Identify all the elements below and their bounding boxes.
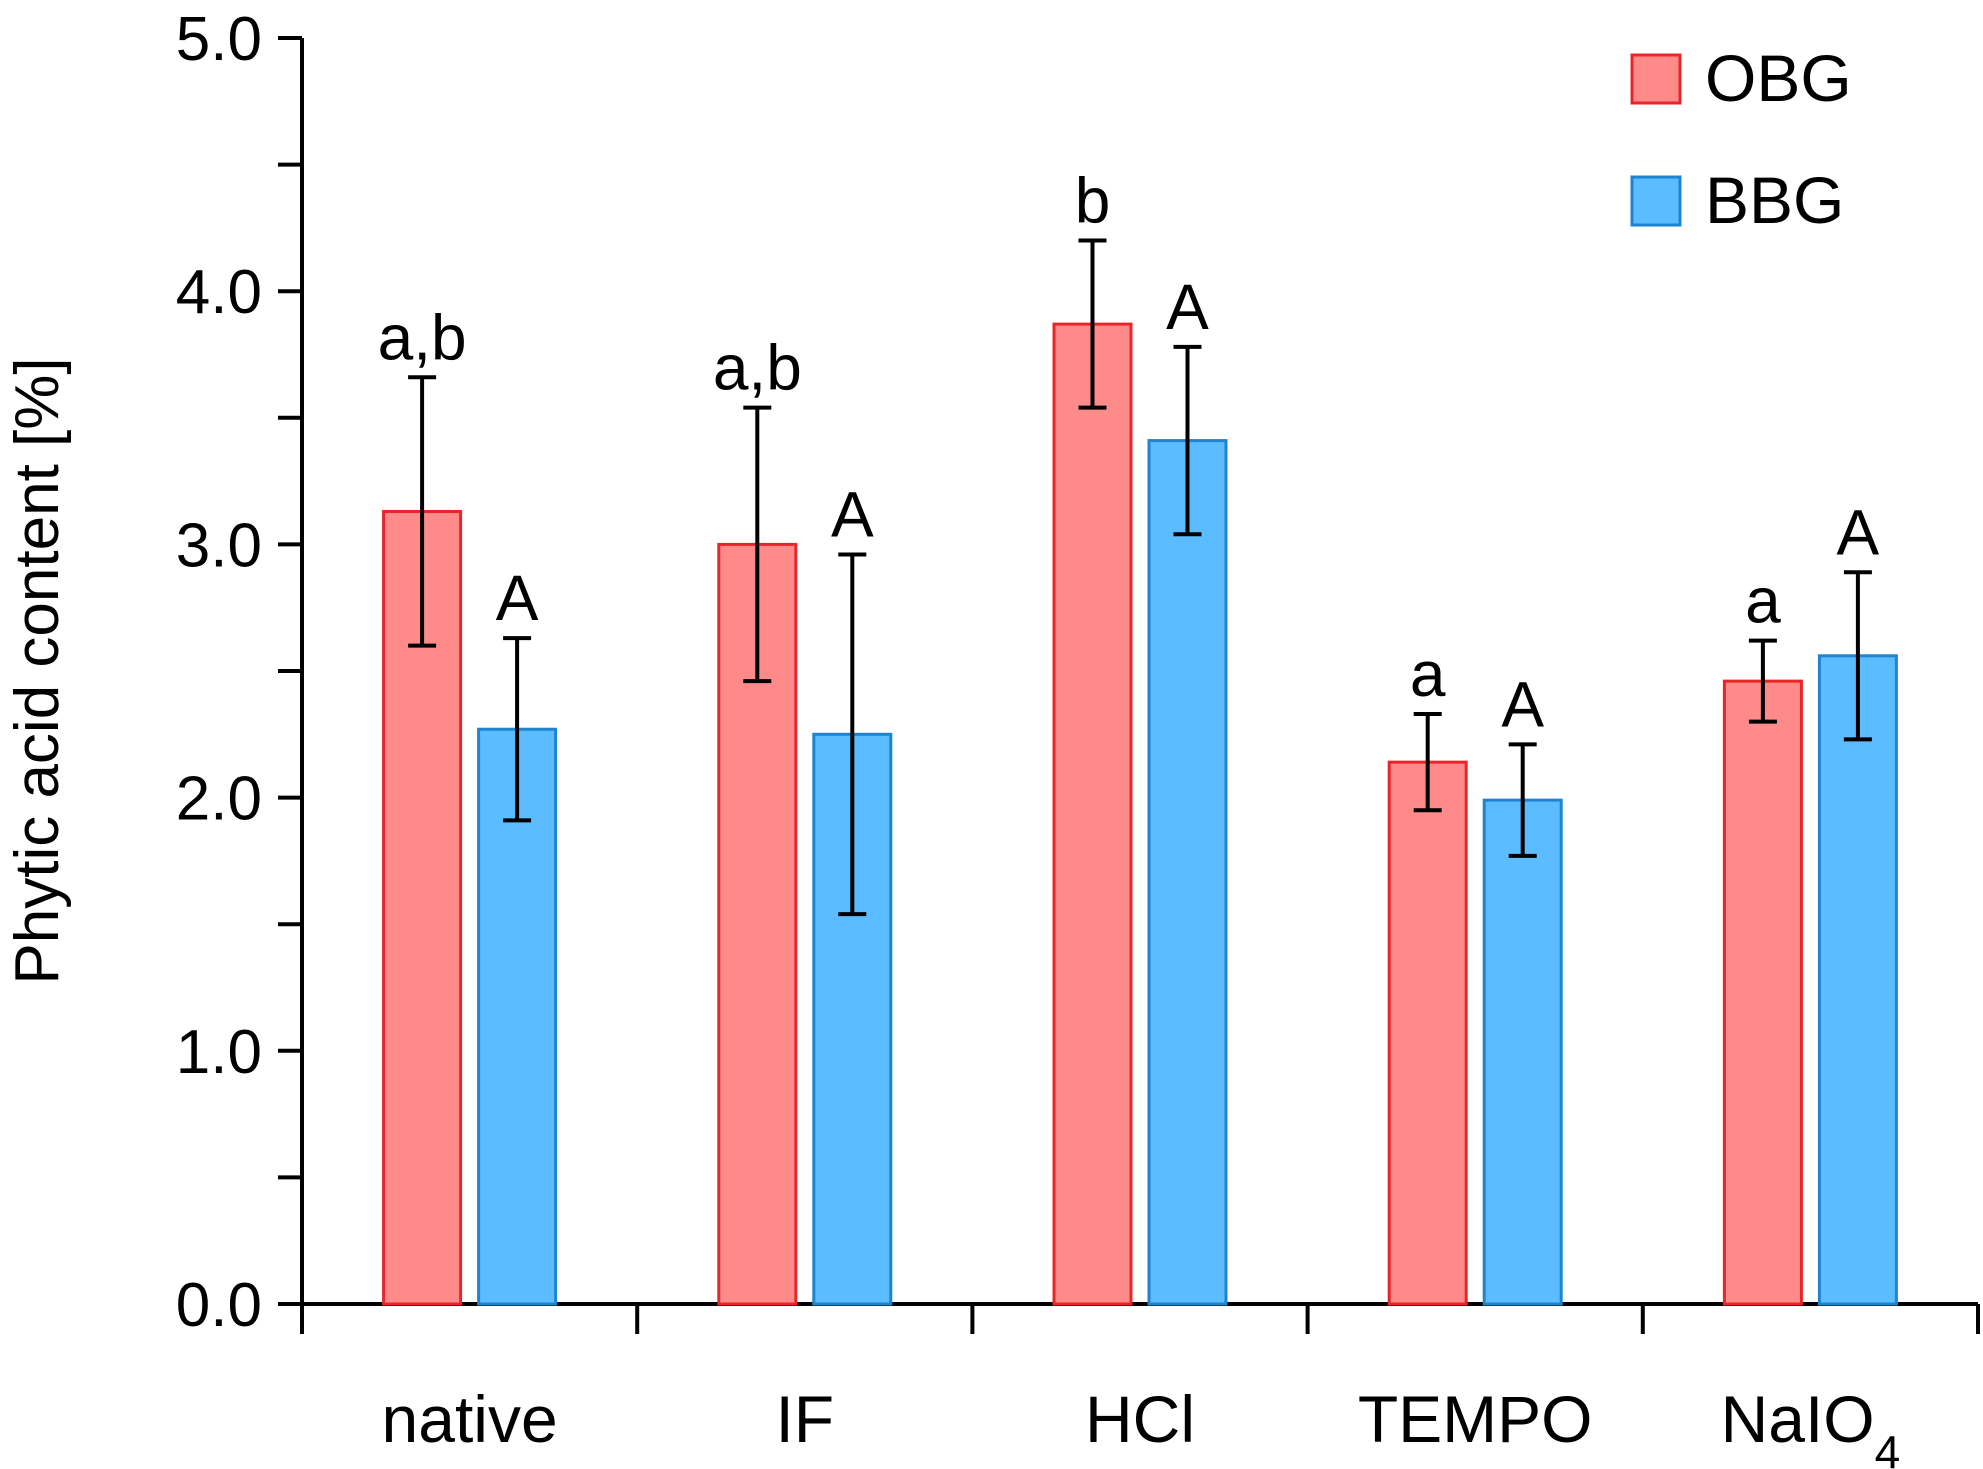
significance-letter: A: [1501, 668, 1544, 740]
legend: OBG BBG: [1630, 41, 1852, 237]
significance-letter: A: [1166, 271, 1209, 343]
y-tick-label: 1.0: [176, 1018, 262, 1087]
bar-bbg: [1817, 654, 1898, 1306]
bar-obg: [1722, 679, 1803, 1306]
x-category-label: native: [382, 1382, 558, 1456]
x-category-label: IF: [775, 1382, 834, 1456]
significance-letter: a,b: [713, 332, 802, 404]
bar-bbg: [477, 727, 558, 1306]
legend-label-obg: OBG: [1705, 41, 1852, 115]
bar-obg: [1052, 322, 1133, 1306]
significance-letter: a: [1410, 638, 1446, 710]
y-tick-label: 3.0: [176, 511, 262, 580]
significance-letter: a: [1745, 565, 1781, 637]
y-axis-title: Phytic acid content [%]: [3, 357, 72, 984]
significance-letter: A: [1837, 496, 1880, 568]
bars-group: [382, 322, 1898, 1306]
bar-obg: [1387, 760, 1468, 1306]
legend-label-bbg: BBG: [1705, 163, 1844, 237]
bar-bbg: [1147, 439, 1228, 1306]
x-category-label: TEMPO: [1358, 1382, 1593, 1456]
significance-letter: A: [496, 562, 539, 634]
y-tick-label: 2.0: [176, 765, 262, 834]
legend-swatch-obg: [1630, 53, 1682, 105]
significance-letter: A: [831, 479, 874, 551]
legend-swatch-bbg: [1630, 175, 1682, 227]
error-bars-group: [408, 238, 1872, 917]
y-tick-label: 0.0: [176, 1271, 262, 1340]
axes-group: 0.0 1.0 2.0 3.0 4.0 5.0 native IF HCl TEMPO NaIO4: [176, 5, 1980, 1469]
y-tick-label: 4.0: [176, 258, 262, 327]
x-category-label: HCl: [1085, 1382, 1195, 1456]
y-tick-label: 5.0: [176, 5, 262, 74]
x-category-label: NaIO4: [1721, 1382, 1901, 1469]
significance-letter: a,b: [378, 301, 467, 373]
significance-letter: b: [1075, 165, 1111, 237]
bar-bbg: [1482, 798, 1563, 1306]
